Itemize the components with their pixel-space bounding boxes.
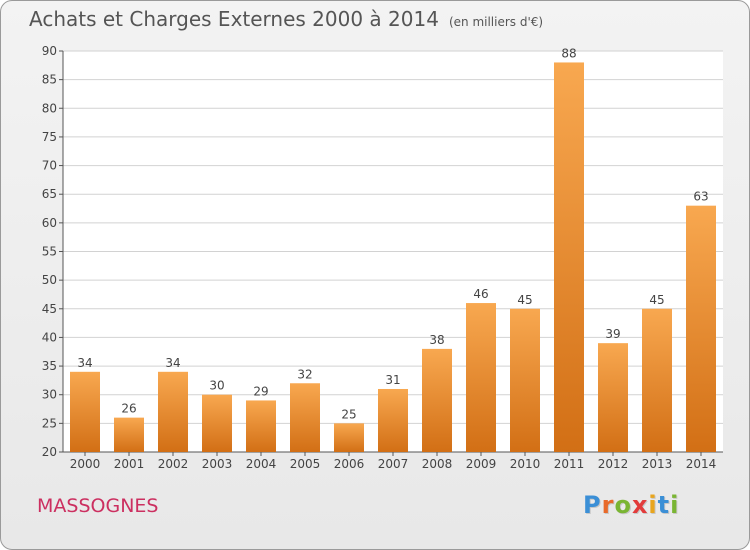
data-label: 63 — [693, 190, 708, 204]
y-tick-label: 25 — [42, 416, 57, 430]
bar — [114, 417, 144, 452]
y-tick-label: 45 — [42, 302, 57, 316]
logo-letter: r — [601, 491, 615, 519]
bar — [554, 62, 584, 452]
x-tick-label: 2007 — [378, 457, 409, 471]
x-tick-label: 2002 — [158, 457, 189, 471]
bar — [246, 400, 276, 452]
x-tick-label: 2008 — [422, 457, 453, 471]
y-tick-label: 60 — [42, 216, 57, 230]
bar — [422, 348, 452, 452]
chart-subtitle: (en milliers d'€) — [448, 15, 544, 29]
x-tick-label: 2003 — [202, 457, 233, 471]
data-label: 45 — [517, 293, 532, 307]
commune-name: MASSOGNES — [37, 495, 159, 517]
y-tick-label: 70 — [42, 159, 57, 173]
x-tick-label: 2012 — [598, 457, 629, 471]
bar — [70, 371, 100, 452]
bar — [598, 343, 628, 452]
y-tick-label: 80 — [42, 101, 57, 115]
data-label: 88 — [561, 46, 576, 60]
x-tick-label: 2009 — [466, 457, 497, 471]
bar — [334, 423, 364, 452]
bar — [686, 205, 716, 452]
x-tick-label: 2000 — [70, 457, 101, 471]
chart-title-text: Achats et Charges Externes 2000 à 2014 — [29, 7, 439, 31]
bar — [642, 308, 672, 452]
data-label: 25 — [341, 407, 356, 421]
bar — [378, 388, 408, 452]
x-tick-label: 2013 — [642, 457, 673, 471]
y-tick-label: 55 — [42, 245, 57, 259]
data-label: 38 — [429, 333, 444, 347]
y-tick-label: 20 — [42, 445, 57, 459]
bar — [290, 383, 320, 452]
bar — [510, 308, 540, 452]
data-label: 34 — [165, 356, 180, 370]
x-tick-label: 2010 — [510, 457, 541, 471]
logo-letter: P — [583, 491, 602, 519]
logo-letter: i — [648, 491, 658, 519]
logo-letter: t — [657, 491, 671, 519]
y-tick-label: 75 — [42, 130, 57, 144]
data-label: 34 — [77, 356, 92, 370]
chart-title: Achats et Charges Externes 2000 à 2014 (e… — [29, 7, 543, 31]
data-label: 46 — [473, 287, 488, 301]
data-label: 30 — [209, 379, 224, 393]
proxiti-logo: Proxiti — [583, 491, 679, 519]
logo-letter: i — [670, 491, 680, 519]
data-label: 31 — [385, 373, 400, 387]
x-tick-label: 2006 — [334, 457, 365, 471]
y-tick-label: 65 — [42, 187, 57, 201]
y-tick-label: 90 — [42, 44, 57, 58]
bar — [466, 303, 496, 452]
data-label: 39 — [605, 327, 620, 341]
y-tick-label: 85 — [42, 73, 57, 87]
data-label: 29 — [253, 384, 268, 398]
logo-letter: o — [614, 491, 632, 519]
bar — [158, 371, 188, 452]
x-tick-label: 2004 — [246, 457, 277, 471]
x-tick-label: 2014 — [686, 457, 717, 471]
data-label: 26 — [121, 402, 136, 416]
x-tick-label: 2011 — [554, 457, 585, 471]
y-tick-label: 35 — [42, 359, 57, 373]
data-label: 32 — [297, 367, 312, 381]
x-tick-label: 2005 — [290, 457, 321, 471]
logo-letter: x — [631, 491, 649, 519]
x-tick-label: 2001 — [114, 457, 145, 471]
bar — [202, 394, 232, 452]
data-label: 45 — [649, 293, 664, 307]
y-tick-label: 40 — [42, 330, 57, 344]
y-tick-label: 50 — [42, 273, 57, 287]
y-tick-label: 30 — [42, 388, 57, 402]
